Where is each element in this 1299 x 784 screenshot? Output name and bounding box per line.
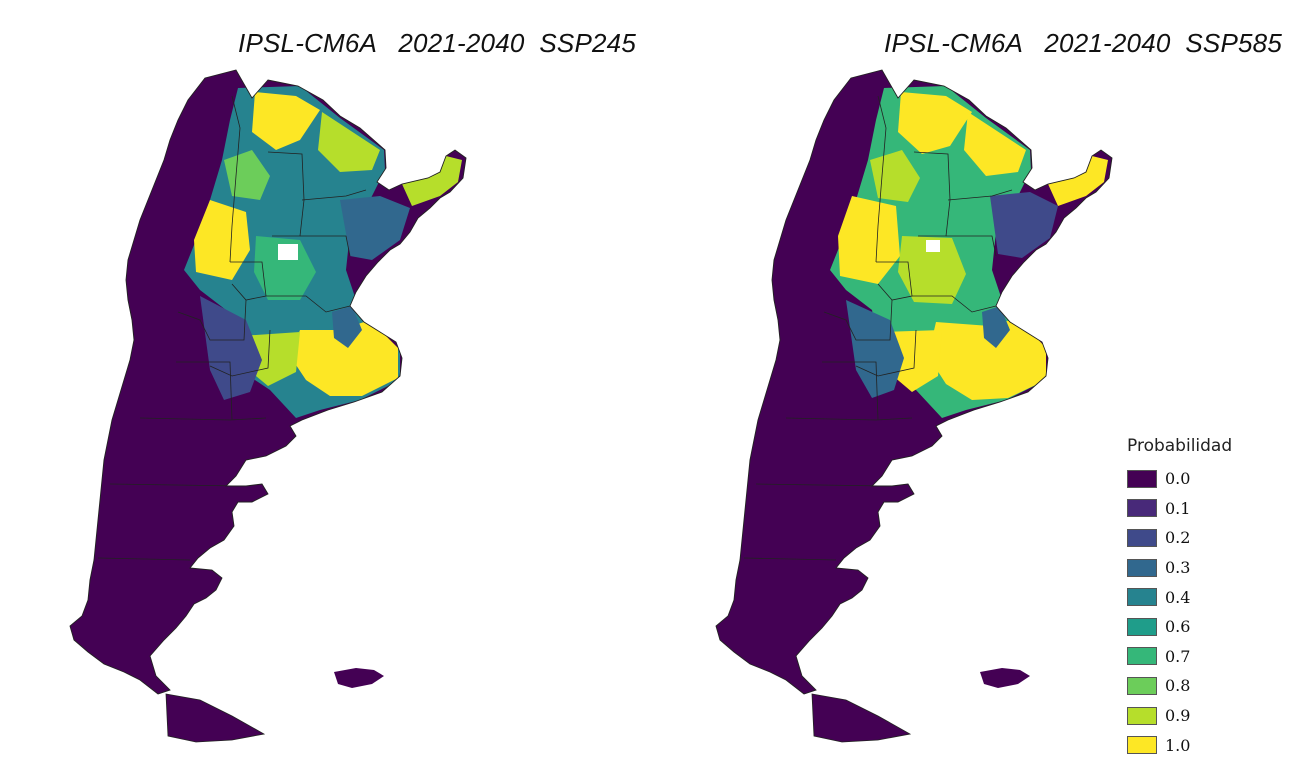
legend-item: 0.2 (1127, 523, 1287, 553)
argentina-probability-map (715, 69, 1113, 743)
legend-swatch (1127, 499, 1157, 518)
legend-swatch (1127, 558, 1157, 577)
legend-item: 0.6 (1127, 612, 1287, 642)
legend-label: 0.0 (1165, 469, 1191, 489)
map-panel-ssp245: IPSL-CM6A 2021-2040 SSP245 (69, 28, 636, 743)
legend-swatch (1127, 647, 1157, 666)
legend-swatch (1127, 617, 1157, 636)
panel-title: IPSL-CM6A 2021-2040 SSP585 (884, 28, 1282, 58)
legend-swatch (1127, 706, 1157, 725)
legend-item: 0.1 (1127, 494, 1287, 524)
legend-item: 0.4 (1127, 582, 1287, 612)
legend-title: Probabilidad (1127, 436, 1233, 456)
legend-swatch (1127, 469, 1157, 488)
legend-label: 0.7 (1165, 646, 1191, 666)
panel-title: IPSL-CM6A 2021-2040 SSP245 (238, 28, 636, 58)
legend-item: 1.0 (1127, 730, 1287, 760)
map-panel-ssp585: IPSL-CM6A 2021-2040 SSP585 (646, 0, 1296, 784)
legend-label: 0.8 (1165, 676, 1191, 696)
legend-label: 0.6 (1165, 617, 1191, 637)
legend-item: 0.0 (1127, 464, 1287, 494)
legend-item: 0.3 (1127, 553, 1287, 583)
probability-legend: Probabilidad 0.0 0.1 0.2 0.3 0.4 0.6 0.7 0.8 0.9… (1127, 436, 1287, 766)
legend-swatch (1127, 528, 1157, 547)
legend-swatch (1127, 676, 1157, 695)
legend-label: 1.0 (1165, 735, 1191, 755)
legend-label: 0.9 (1165, 706, 1191, 726)
argentina-probability-map (69, 69, 467, 743)
legend-swatch (1127, 736, 1157, 755)
legend-swatch (1127, 588, 1157, 607)
legend-label: 0.4 (1165, 587, 1191, 607)
legend-label: 0.2 (1165, 528, 1191, 548)
legend-item: 0.9 (1127, 701, 1287, 731)
legend-label: 0.1 (1165, 498, 1191, 518)
legend-label: 0.3 (1165, 558, 1191, 578)
legend-item: 0.7 (1127, 642, 1287, 672)
legend-item: 0.8 (1127, 671, 1287, 701)
